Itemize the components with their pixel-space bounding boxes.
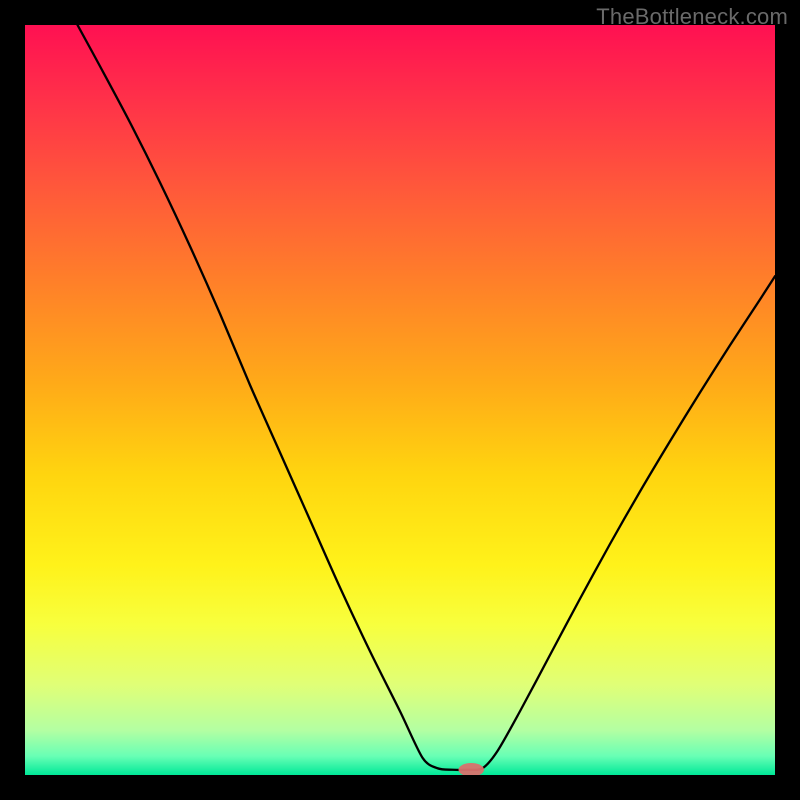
bottleneck-chart [25, 25, 775, 775]
chart-frame: TheBottleneck.com [0, 0, 800, 800]
